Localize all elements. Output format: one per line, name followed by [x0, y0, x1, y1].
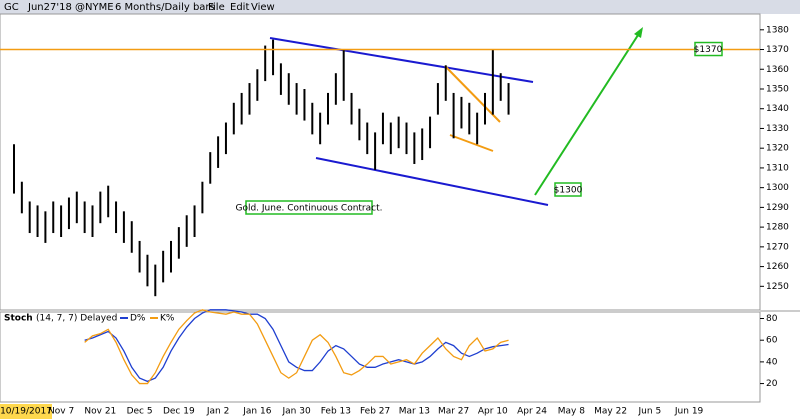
- resistance-box: [694, 41, 723, 57]
- menu-edit[interactable]: Edit: [230, 2, 249, 13]
- y-tick-label: 40: [766, 357, 778, 367]
- menu-file[interactable]: File: [208, 2, 225, 13]
- arrow: [534, 31, 641, 196]
- start-date-box: [0, 404, 52, 419]
- y-tick-label: 1250: [766, 282, 789, 292]
- y-tick-label: 1280: [766, 223, 789, 233]
- annotation: Gold. June. Continuous Contract.: [235, 204, 382, 214]
- stoch-line: [84, 309, 509, 385]
- stoch-title: Stoch: [4, 314, 33, 324]
- x-tick-label: Jun 5: [638, 407, 662, 417]
- x-tick-label: Jan 2: [206, 407, 229, 417]
- trend-line: [315, 157, 549, 206]
- trend-line: [444, 65, 501, 123]
- target-label: $1300: [554, 186, 583, 196]
- y-tick-label: 80: [766, 314, 778, 324]
- y-tick-label: 1380: [766, 25, 789, 35]
- menu-view[interactable]: View: [251, 2, 275, 13]
- target-box: [554, 182, 582, 197]
- annotation-box: [245, 200, 373, 215]
- legend-label: K%: [160, 314, 175, 324]
- y-tick-label: 1270: [766, 242, 789, 252]
- y-tick-label: 20: [766, 379, 778, 389]
- x-tick-label: Jan 30: [282, 407, 311, 417]
- x-tick-label: Mar 13: [399, 407, 430, 417]
- x-tick-label: Apr 24: [517, 407, 547, 417]
- y-tick-label: 1350: [766, 84, 789, 94]
- x-tick-label: Apr 10: [478, 407, 508, 417]
- legend-label: D%: [130, 314, 146, 324]
- y-tick-label: 60: [766, 336, 778, 346]
- resistance-label: $1370: [694, 45, 723, 55]
- y-tick-label: 1260: [766, 262, 789, 272]
- x-tick-label: Feb 27: [360, 407, 390, 417]
- x-tick-label: Nov 21: [84, 407, 116, 417]
- start-date: 10/19/2017: [0, 407, 52, 417]
- y-tick-label: 1330: [766, 124, 789, 134]
- x-tick-label: Nov 7: [48, 407, 74, 417]
- y-tick-label: 1370: [766, 45, 789, 55]
- y-tick-label: 1360: [766, 65, 789, 75]
- trend-line: [449, 134, 494, 152]
- x-tick-label: May 8: [558, 407, 585, 417]
- y-tick-label: 1340: [766, 104, 789, 114]
- contract: Jun27'18 @NYME: [27, 2, 114, 13]
- stoch-params: (14, 7, 7) Delayed: [36, 314, 117, 324]
- y-tick-label: 1310: [766, 163, 789, 173]
- x-tick-label: Dec 5: [127, 407, 153, 417]
- trend-line: [269, 37, 534, 83]
- x-tick-label: May 22: [594, 407, 627, 417]
- symbol: GC: [4, 2, 19, 13]
- y-tick-label: 1290: [766, 203, 789, 213]
- y-tick-label: 1300: [766, 183, 789, 193]
- x-tick-label: Dec 19: [163, 407, 195, 417]
- arrow-head: [634, 27, 643, 38]
- title-bar: [0, 0, 800, 14]
- x-tick-label: Mar 27: [438, 407, 469, 417]
- x-tick-label: Feb 13: [321, 407, 351, 417]
- x-tick-label: Jun 19: [674, 407, 704, 417]
- period: 6 Months/Daily bars: [115, 2, 215, 13]
- x-tick-label: Jan 16: [242, 407, 271, 417]
- stoch-line: [84, 309, 509, 383]
- price-panel: [0, 13, 761, 311]
- y-tick-label: 1320: [766, 144, 789, 154]
- divider: [0, 310, 800, 312]
